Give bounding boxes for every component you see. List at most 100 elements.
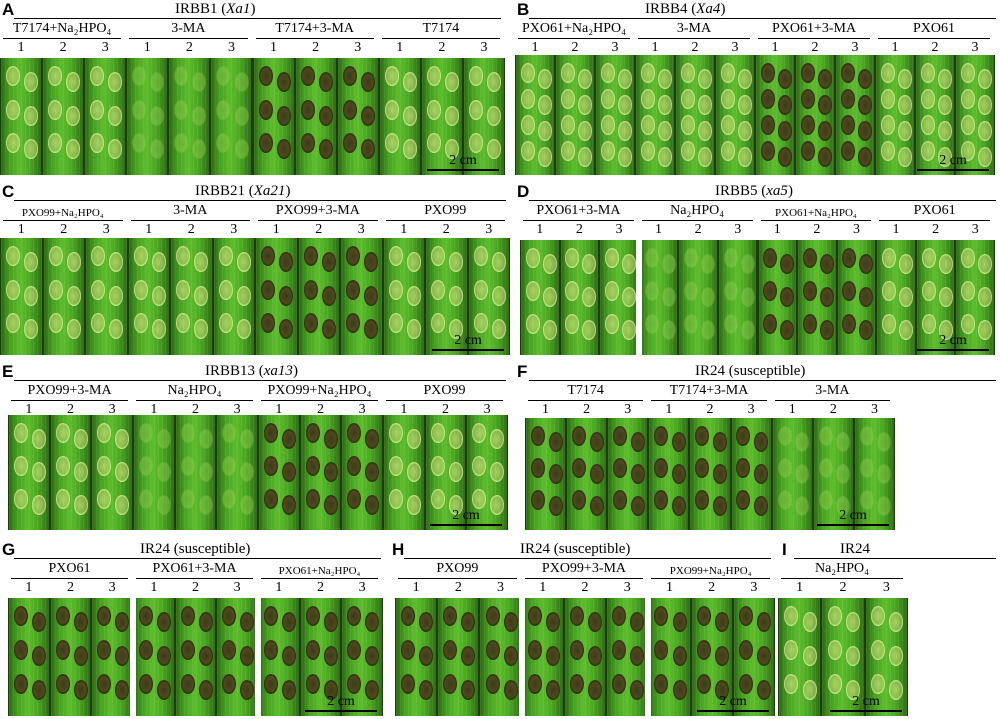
leaf-strip [300, 415, 341, 530]
lesion-spot [800, 89, 815, 109]
scale-bar-label: 2 cm [327, 694, 355, 709]
lesion-spot [723, 281, 738, 301]
group-label: PXO99 [423, 383, 466, 398]
panel-title: IRBB1 (Xa1) [175, 1, 255, 18]
panel-title-text: IRBB1 ( [175, 1, 227, 17]
group-underline [3, 220, 123, 221]
lane-number: 3 [358, 580, 366, 595]
lesion-spot [150, 72, 165, 92]
lesion-spot [819, 320, 834, 340]
lesion-spot [360, 139, 375, 160]
leaf-strip [128, 238, 169, 355]
leaf-strip [396, 598, 437, 716]
lesion-spot [882, 248, 896, 268]
panel-title-gene: Xa4 [696, 1, 721, 17]
lesion-spot [720, 89, 735, 109]
scale-bar: 2 cm [817, 504, 889, 526]
leaf-strip [854, 418, 894, 530]
group-underline [3, 38, 122, 39]
lane-number: 2 [192, 402, 199, 417]
lesion-spot [384, 66, 399, 86]
lesion-spot [55, 606, 70, 626]
lesion-spot [97, 606, 112, 626]
lane-number: 2 [67, 402, 74, 417]
lesion-spot [14, 640, 28, 660]
lesion-spot [630, 680, 645, 700]
leaf-strip [916, 55, 954, 175]
lane-number: 2 [829, 402, 837, 417]
lesion-spot [406, 319, 421, 340]
scale-bar: 2 cm [427, 149, 499, 171]
leaf-photo: 2 cm [0, 58, 505, 175]
lesion-spot [347, 674, 362, 694]
lesion-spot [819, 254, 834, 274]
leaf-strip [607, 598, 648, 716]
panel-title-gene: xa13 [263, 363, 293, 379]
leaf-strip [383, 238, 424, 355]
group-label: PXO61 [912, 21, 955, 36]
lesion-spot [680, 63, 695, 83]
lesion-spot [360, 72, 375, 92]
scale-bar-label: 2 cm [939, 153, 967, 168]
lesion-spot [859, 287, 874, 307]
lesion-spot [180, 489, 195, 509]
lesion-spot [578, 69, 592, 89]
leaf-strip [560, 240, 599, 355]
lesion-spot [264, 489, 278, 509]
lesion-spot [443, 640, 458, 660]
leaf-strip [718, 240, 757, 355]
lesion-spot [97, 674, 112, 694]
lane-number: 1 [17, 222, 25, 237]
lesion-spot [281, 680, 296, 700]
lesion-spot [14, 606, 28, 626]
lesion-spot [48, 99, 63, 120]
lesion-spot [778, 69, 792, 89]
group-underline [130, 220, 250, 221]
title-underline [14, 558, 381, 559]
lesion-spot [318, 105, 333, 126]
lesion-spot [658, 121, 672, 141]
leaf-strip [596, 55, 634, 175]
group-underline [385, 220, 505, 221]
leaf-strip [480, 598, 521, 716]
lesion-spot [473, 246, 488, 266]
title-underline [529, 200, 996, 201]
lesion-spot [264, 423, 278, 443]
leaf-strip [636, 55, 674, 175]
lesion-spot [538, 147, 552, 167]
leaf-strip [175, 415, 216, 530]
lesion-spot [14, 423, 28, 443]
lesion-spot [588, 646, 603, 666]
lesion-spot [97, 489, 112, 509]
lesion-spot [151, 252, 166, 272]
lesion-spot [738, 121, 752, 141]
lesion-spot [778, 95, 792, 115]
lesion-spot [323, 462, 338, 482]
lesion-spot [156, 429, 171, 449]
lesion-spot [870, 606, 885, 626]
lesion-spot [800, 115, 815, 135]
lesion-spot [846, 612, 861, 632]
photo-gap [255, 598, 261, 716]
lesion-spot [846, 680, 861, 700]
leaf-strip [463, 58, 504, 175]
title-underline [529, 18, 996, 19]
lesion-spot [150, 105, 165, 126]
lesion-spot [802, 281, 817, 301]
lane-number: 2 [932, 222, 940, 237]
lesion-spot [520, 141, 535, 161]
group-label: T7174+Na₂HPO₄ [12, 21, 112, 36]
lesion-spot [530, 490, 545, 510]
lesion-spot [613, 426, 628, 446]
lesion-spot [882, 314, 896, 334]
lesion-spot [654, 640, 669, 660]
lesion-spot [347, 489, 362, 509]
lesion-spot [419, 612, 434, 632]
photo-gap [518, 598, 525, 716]
lesion-spot [485, 640, 500, 660]
leaf-strip [341, 238, 382, 355]
lesion-spot [763, 248, 778, 268]
panel-letter: A [2, 0, 15, 19]
group-label: 3-MA [171, 21, 206, 36]
lesion-spot [234, 72, 249, 92]
